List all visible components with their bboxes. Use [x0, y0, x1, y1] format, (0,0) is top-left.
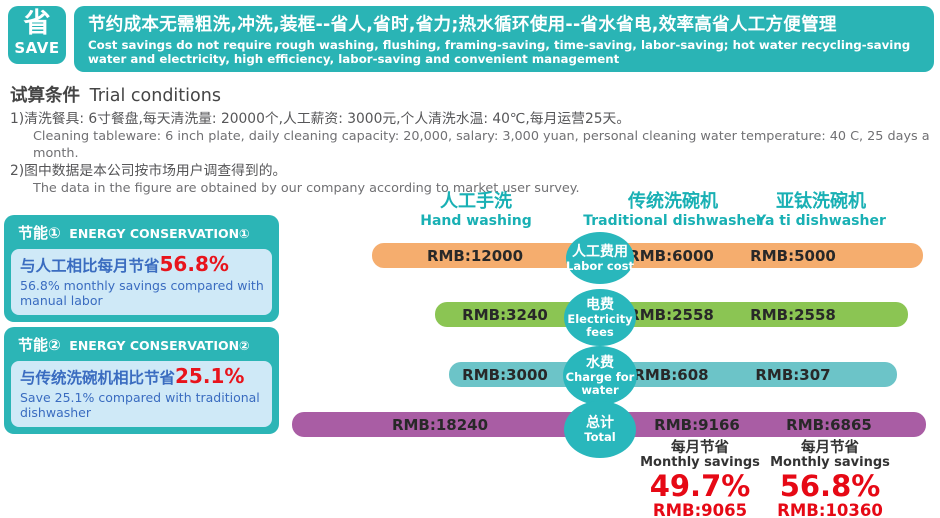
value-electricity-yati: RMB:2558 [750, 306, 836, 324]
value-total-hand: RMB:18240 [391, 416, 489, 434]
energy-box-2-subtext: Save 25.1% compared with traditional dis… [20, 390, 260, 420]
value-water-hand: RMB:3000 [462, 366, 548, 384]
row-badge-total: 总计 Total [564, 401, 636, 458]
column-header-traditional: 传统洗碗机 Traditional dishwasher [583, 191, 763, 230]
monthly-savings-traditional-cn: 每月节省 [670, 440, 729, 456]
row-badge-water-en1: Charge for [565, 370, 635, 384]
column-header-traditional-cn: 传统洗碗机 [628, 191, 718, 212]
row-badge-total-en: Total [584, 430, 616, 445]
column-header-hand-washing-en: Hand washing [420, 213, 532, 229]
energy-box-1-panel: 与人工相比每月节省56.8% 56.8% monthly savings com… [11, 249, 272, 315]
row-badge-total-cn: 总计 [586, 415, 614, 432]
value-labor-yati: RMB:5000 [750, 247, 836, 265]
value-total-traditional: RMB:9166 [654, 416, 740, 434]
energy-box-2-panel: 与传统洗碗机相比节省25.1% Save 25.1% compared with… [11, 361, 272, 427]
row-badge-labor-cost-cn: 人工费用 [572, 243, 628, 260]
banner-title-cn: 节约成本无需粗洗,冲洗,装框--省人,省时,省力;热水循环使用--省水省电,效率… [88, 15, 837, 35]
energy-box-2-title-en: ENERGY CONSERVATION② [69, 338, 250, 353]
value-labor-hand: RMB:12000 [426, 247, 524, 265]
row-badge-water: 水费 Charge for water [563, 346, 637, 405]
header-banner: 节约成本无需粗洗,冲洗,装框--省人,省时,省力;热水循环使用--省水省电,效率… [74, 6, 934, 72]
monthly-savings-traditional: 每月节省 Monthly savings 49.7% RMB:9065 [640, 441, 760, 518]
trial-title: 试算条件 Trial conditions [10, 82, 930, 107]
energy-box-1-subtext: 56.8% monthly savings compared with manu… [20, 278, 264, 308]
energy-box-1-title-cn: 节能① [18, 224, 61, 242]
trial-title-en: Trial conditions [89, 86, 221, 106]
row-badge-electricity-cn: 电费 [586, 297, 614, 313]
trial-conditions-section: 试算条件 Trial conditions 1)清洗餐具: 6寸餐盘,每天清洗量… [10, 82, 930, 197]
value-water-traditional: RMB:608 [633, 366, 709, 384]
value-labor-traditional: RMB:6000 [628, 247, 714, 265]
monthly-savings-traditional-amount: RMB:9065 [652, 501, 748, 518]
monthly-savings-traditional-en: Monthly savings [640, 455, 760, 470]
energy-box-2-headline-cn: 与传统洗碗机相比节省 [20, 369, 176, 387]
monthly-savings-yati-amount: RMB:10360 [777, 501, 883, 518]
column-header-hand-washing: 人工手洗 Hand washing [420, 191, 532, 230]
trial-item-2-cn: 2)图中数据是本公司按市场用户调查得到的。 [10, 163, 287, 179]
row-badge-electricity-en2: fees [586, 324, 614, 339]
bar-labor-cost [372, 243, 923, 268]
monthly-savings-yati-en: Monthly savings [770, 455, 890, 470]
trial-item-1-en: Cleaning tableware: 6 inch plate, daily … [33, 129, 930, 161]
energy-box-2-title: 节能② ENERGY CONSERVATION② [18, 334, 272, 355]
value-water-yati: RMB:307 [755, 366, 831, 384]
energy-box-2-percent: 25.1% [175, 364, 245, 388]
monthly-savings-yati-pct: 56.8% [779, 469, 881, 503]
energy-conservation-box-1: 节能① ENERGY CONSERVATION① 与人工相比每月节省56.8% … [4, 215, 279, 322]
bar-electricity-fees [435, 302, 908, 327]
value-electricity-hand: RMB:3240 [462, 306, 548, 324]
save-badge-en: SAVE [14, 39, 60, 57]
energy-conservation-box-2: 节能② ENERGY CONSERVATION② 与传统洗碗机相比节省25.1%… [4, 327, 279, 434]
monthly-savings-yati: 每月节省 Monthly savings 56.8% RMB:10360 [770, 441, 890, 518]
row-badge-electricity-en1: Electricity [567, 312, 633, 326]
save-badge: 省 SAVE [8, 6, 66, 64]
trial-item-1-cn: 1)清洗餐具: 6寸餐盘,每天清洗量: 20000个,人工薪资: 3000元,个… [10, 111, 631, 127]
value-electricity-traditional: RMB:2558 [628, 306, 714, 324]
column-header-yati-en: Ya ti dishwasher [756, 213, 886, 229]
row-badge-electricity: 电费 Electricity fees [564, 289, 636, 346]
energy-box-1-percent: 56.8% [159, 252, 229, 276]
column-header-traditional-en: Traditional dishwasher [583, 213, 763, 229]
bar-water-charge [449, 362, 897, 387]
energy-box-1-title: 节能① ENERGY CONSERVATION① [18, 222, 272, 243]
energy-box-1-title-en: ENERGY CONSERVATION① [69, 226, 250, 241]
energy-box-2-headline: 与传统洗碗机相比节省25.1% [20, 366, 263, 389]
value-total-yati: RMB:6865 [786, 416, 872, 434]
row-badge-labor-cost: 人工费用 Labor cost [566, 232, 634, 284]
row-badge-labor-cost-en: Labor cost [566, 258, 634, 273]
trial-item-2-en: The data in the figure are obtained by o… [33, 181, 580, 196]
column-header-yati: 亚钛洗碗机 Ya ti dishwasher [756, 191, 886, 230]
energy-box-2-title-cn: 节能② [18, 336, 61, 354]
row-badge-water-cn: 水费 [586, 355, 614, 371]
monthly-savings-traditional-pct: 49.7% [649, 469, 751, 503]
trial-title-cn: 试算条件 [10, 86, 80, 106]
row-badge-water-en2: water [581, 382, 619, 397]
monthly-savings-yati-cn: 每月节省 [800, 440, 859, 456]
column-header-hand-washing-cn: 人工手洗 [440, 191, 512, 212]
energy-box-1-headline: 与人工相比每月节省56.8% [20, 254, 263, 277]
save-badge-cn: 省 [23, 8, 51, 39]
energy-box-1-headline-cn: 与人工相比每月节省 [20, 257, 160, 275]
column-header-yati-cn: 亚钛洗碗机 [776, 191, 866, 212]
banner-title-en: Cost savings do not require rough washin… [88, 38, 911, 66]
